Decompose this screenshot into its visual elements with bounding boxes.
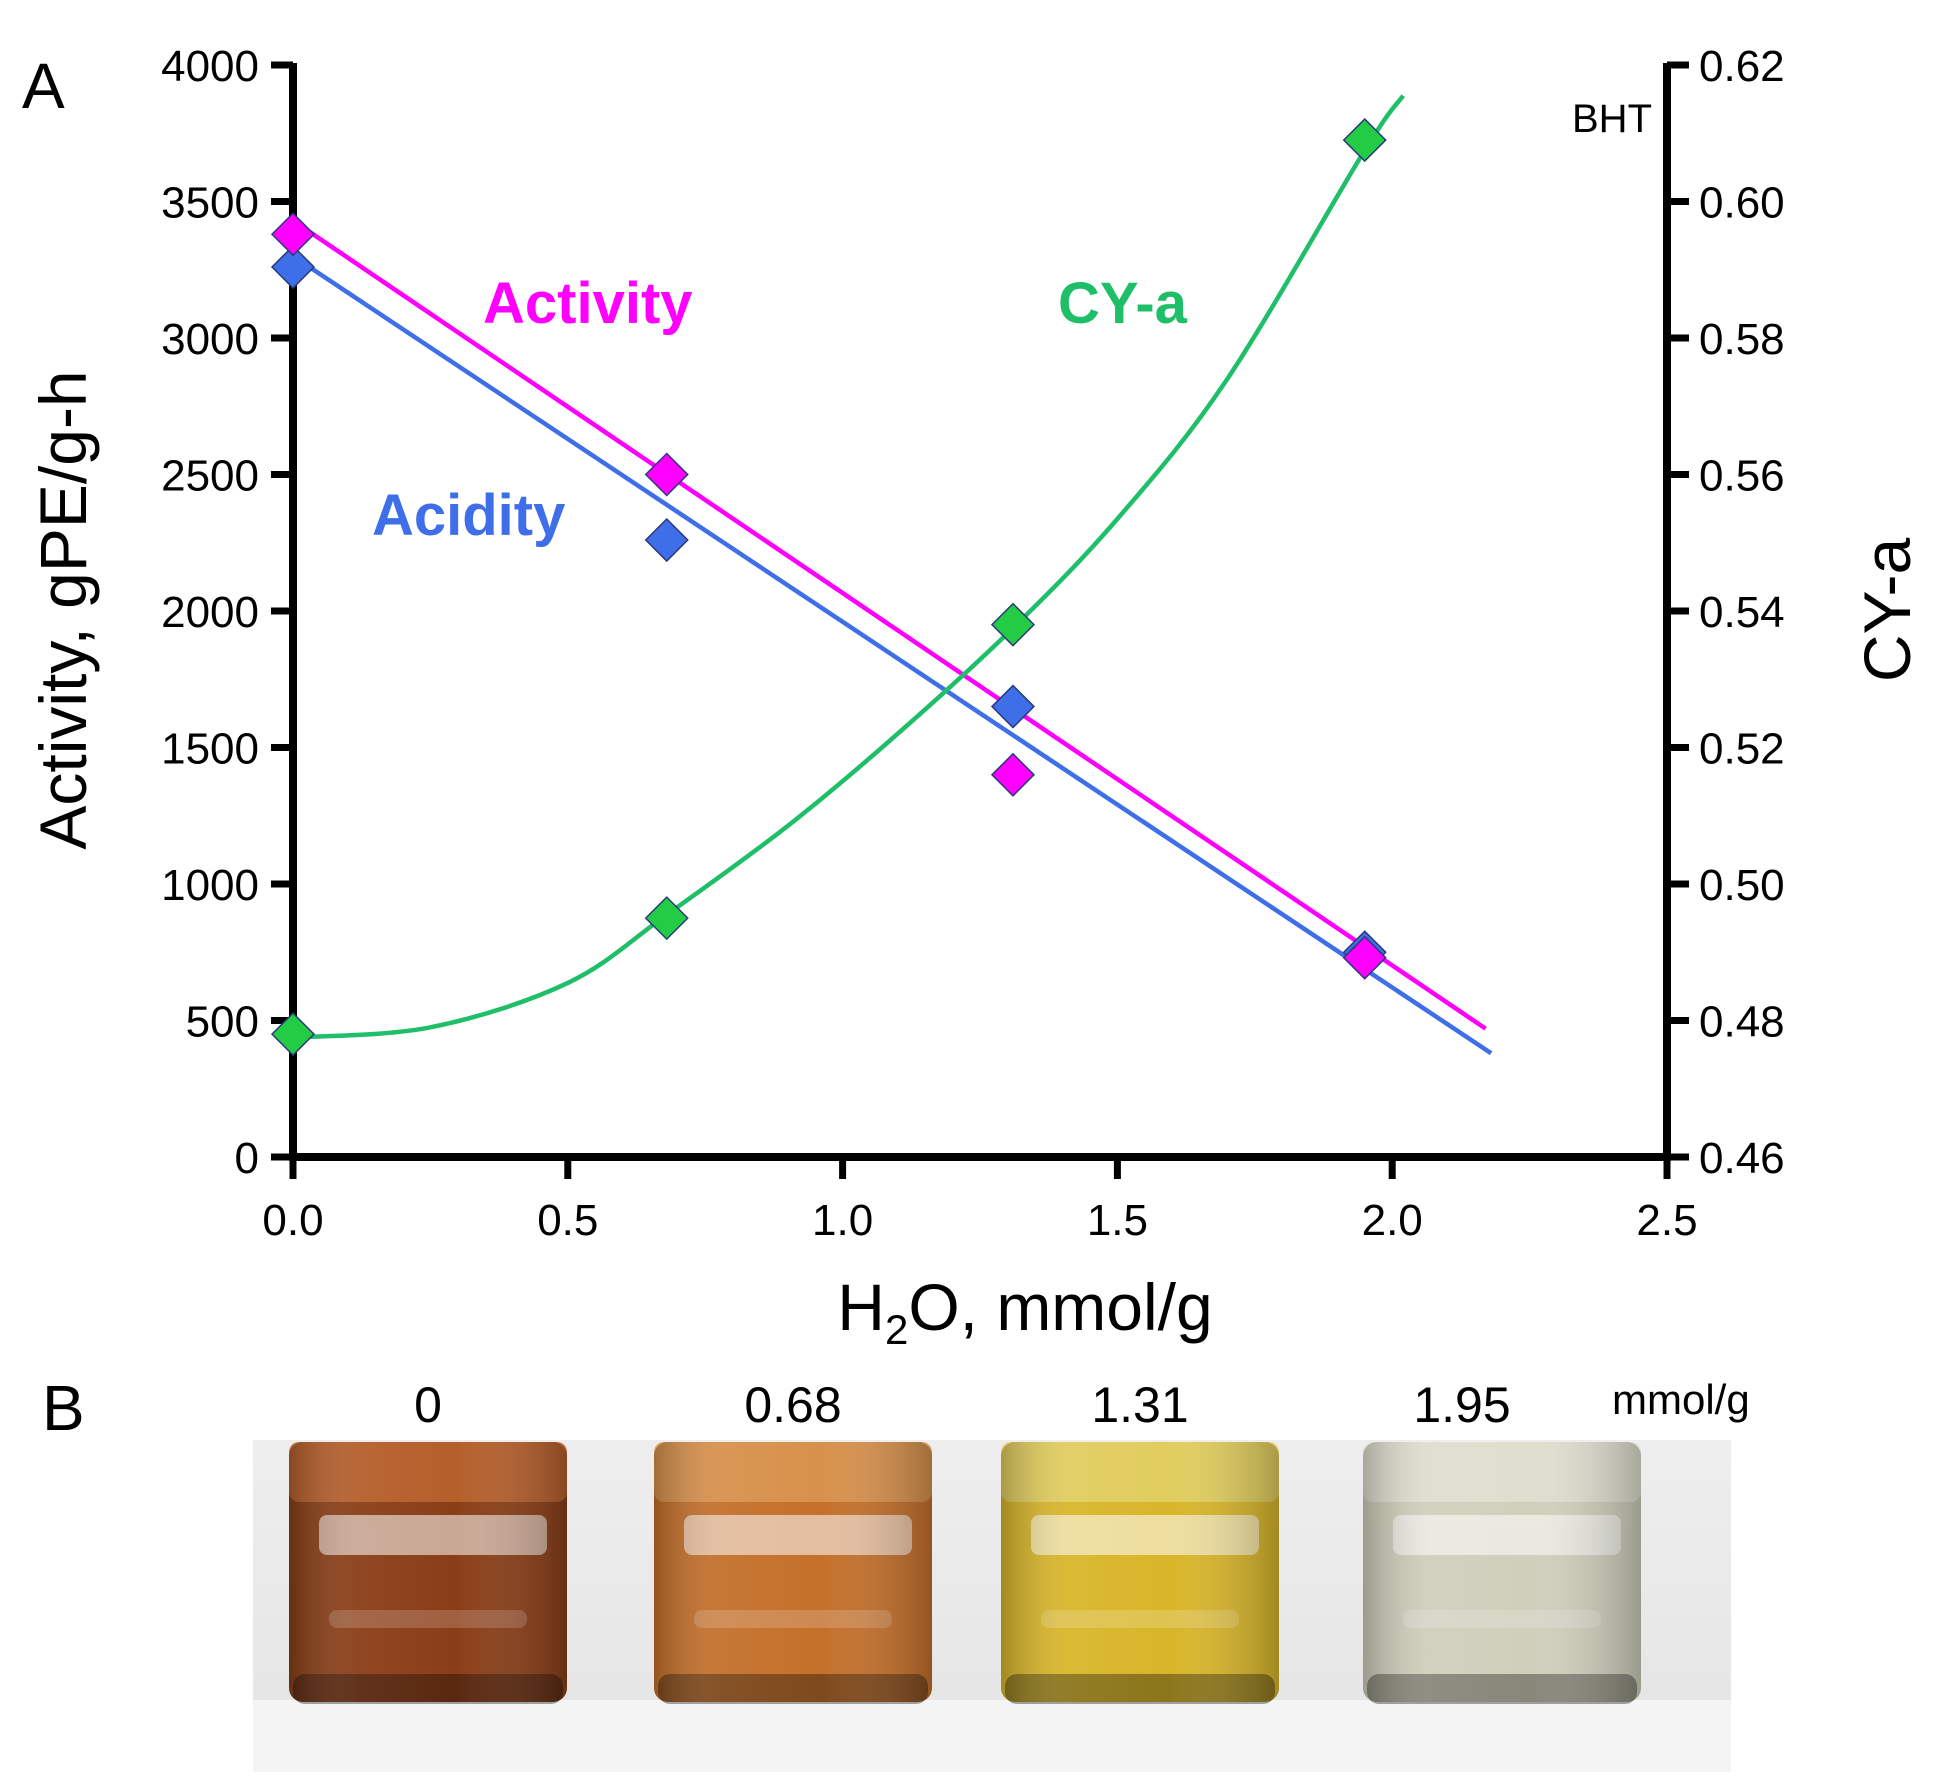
- series-label-acidity: Acidity: [372, 483, 565, 548]
- x-axis-title-subscript: 2: [885, 1306, 908, 1353]
- vial: [1363, 1442, 1641, 1704]
- series-line-cy-a: [292, 94, 1406, 1040]
- y2-axis-title: CY-a: [1850, 538, 1924, 683]
- corner-label: BHT: [1572, 97, 1652, 141]
- vial-glass: [1363, 1442, 1641, 1702]
- y-tick-label: 3500: [161, 179, 259, 228]
- vial-label: 0: [414, 1377, 442, 1433]
- vial: [289, 1442, 567, 1704]
- y-tick-label: 1000: [161, 861, 259, 910]
- y2-tick-label: 0.48: [1699, 998, 1785, 1047]
- y2-tick-label: 0.52: [1699, 725, 1785, 774]
- series-line-activity: [291, 218, 1487, 1031]
- data-point-activity: [990, 752, 1036, 797]
- y2-tick-label: 0.60: [1699, 179, 1785, 228]
- series-line-acidity: [291, 254, 1493, 1056]
- vial-glass: [289, 1442, 567, 1702]
- y2-tick-label: 0.62: [1699, 42, 1785, 91]
- data-point-cy-a: [270, 1012, 316, 1057]
- x-tick-label: 1.5: [1087, 1196, 1148, 1245]
- data-point-acidity: [270, 244, 316, 290]
- y-tick-label: 0: [235, 1134, 259, 1183]
- data-point-cy-a: [1342, 118, 1387, 163]
- data-point-activity: [644, 452, 689, 497]
- vial-label: 1.95: [1413, 1377, 1510, 1433]
- x-axis-title-main: H: [837, 1270, 885, 1344]
- x-tick-label: 2.5: [1636, 1196, 1697, 1245]
- x-tick-label: 2.0: [1362, 1196, 1423, 1245]
- panel-a-letter: A: [22, 50, 65, 122]
- y2-tick-label: 0.58: [1699, 315, 1785, 364]
- x-tick-label: 1.0: [812, 1196, 873, 1245]
- panel-b: 0 0.68 1.31 1.95 mmol/g: [253, 1376, 1750, 1772]
- vial-glass: [1001, 1442, 1279, 1702]
- series-label-cy-a: CY-a: [1058, 271, 1188, 336]
- x-tick-label: 0.0: [262, 1196, 323, 1245]
- data-point-acidity: [644, 517, 689, 563]
- y-tick-label: 4000: [161, 42, 259, 91]
- y2-tick-label: 0.56: [1699, 452, 1785, 501]
- y2-tick-label: 0.54: [1699, 588, 1785, 637]
- vial-label: 1.31: [1091, 1377, 1188, 1433]
- photo-tabletop: [253, 1700, 1731, 1772]
- x-tick-label: 0.5: [537, 1196, 598, 1245]
- data-point-activity: [270, 212, 316, 257]
- data-point-cy-a: [644, 896, 689, 941]
- y2-tick-label: 0.46: [1699, 1134, 1785, 1183]
- x-axis-title: H2O, mmol/g: [837, 1270, 1212, 1353]
- y-tick-label: 1500: [161, 725, 259, 774]
- y2-tick-label: 0.50: [1699, 861, 1785, 910]
- vial-unit-label: mmol/g: [1612, 1376, 1750, 1423]
- vial-label: 0.68: [744, 1377, 841, 1433]
- vial-glass: [654, 1442, 932, 1702]
- data-point-cy-a: [990, 602, 1036, 647]
- y-tick-label: 2000: [161, 588, 259, 637]
- y-axis-title: Activity, gPE/g-h: [26, 370, 100, 849]
- y-tick-label: 3000: [161, 315, 259, 364]
- x-axis-title-rest: O, mmol/g: [908, 1270, 1212, 1344]
- y-tick-label: 500: [186, 998, 259, 1047]
- plot-area: 0 500 1000 1500 2000 2500 3000 3500 4000 0.46 0.48…: [161, 42, 1785, 1245]
- panel-b-letter: B: [42, 1372, 85, 1444]
- data-point-activity: [1342, 935, 1387, 980]
- y-tick-label: 2500: [161, 452, 259, 501]
- vial: [1001, 1442, 1279, 1704]
- series-label-activity: Activity: [483, 271, 693, 336]
- vial: [654, 1442, 932, 1704]
- data-point-acidity: [990, 684, 1036, 729]
